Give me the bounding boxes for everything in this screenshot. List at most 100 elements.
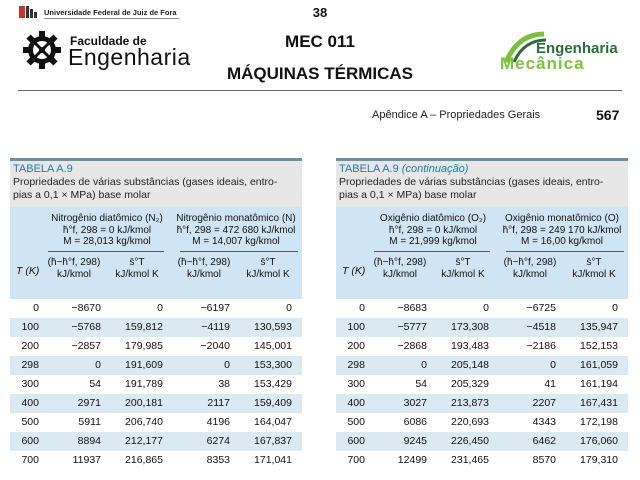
table-cell: 179,985 xyxy=(125,340,163,352)
table-row: 500 6086 220,693 4343 172,198 xyxy=(336,413,628,432)
table-cell: 161,194 xyxy=(580,378,618,390)
table-cell: 298 xyxy=(21,359,39,371)
table-title: TABELA A.9 xyxy=(13,163,299,176)
table-body: 0 −8670 0 −6197 0 100 −5768 159,812 −4119 130,593… xyxy=(10,299,302,470)
table-cell: 12499 xyxy=(397,454,427,466)
table-cell: 300 xyxy=(347,378,365,390)
dept-line1: Engenharia xyxy=(536,40,618,57)
table-cell: 8570 xyxy=(532,454,556,466)
table-cell: 400 xyxy=(347,397,365,409)
table-cell: 205,148 xyxy=(451,359,489,371)
col-s-label: s̄°T xyxy=(129,257,145,268)
table-cell: 167,837 xyxy=(254,435,292,447)
table-cell: 0 xyxy=(483,302,489,314)
table-cell: 9245 xyxy=(403,435,427,447)
university-underline xyxy=(44,18,179,19)
table-cell: −6725 xyxy=(526,302,557,314)
table-header: Nitrogênio diatômico (N₂) h̄°f, 298 = 0 … xyxy=(10,207,302,299)
table-cell: 153,300 xyxy=(254,359,292,371)
table-cell: 159,812 xyxy=(125,321,163,333)
gas1-col-h: (h̄−h̄°f, 298) kJ/kmol xyxy=(44,257,104,280)
gas2-col-h: (h̄−h̄°f, 298) kJ/kmol xyxy=(500,257,560,280)
table-cell: −4119 xyxy=(201,321,230,333)
gas2-name: Oxigênio monatômico (O) xyxy=(505,213,619,224)
table-description-line2: pias a 0,1 × MPa) base molar xyxy=(13,189,151,201)
table-cell: −2857 xyxy=(71,340,102,352)
table-row: 300 54 205,329 41 161,194 xyxy=(336,375,628,394)
table-title-text: TABELA A.9 xyxy=(13,163,73,175)
table-row: 100 −5768 159,812 −4119 130,593 xyxy=(10,318,302,337)
dept-line2: Mecânica xyxy=(500,54,585,73)
table-cell: 0 xyxy=(612,302,618,314)
appendix-title: Apêndice A – Propriedades Gerais xyxy=(372,109,541,121)
table-cell: 0 xyxy=(224,359,230,371)
table-cell: 176,060 xyxy=(580,435,618,447)
table-body: 0 −8683 0 −6725 0 100 −5777 173,308 −4518 135,947… xyxy=(336,299,628,470)
table-row: 200 −2857 179,985 −2040 145,001 xyxy=(10,337,302,356)
gas1-underline xyxy=(48,251,164,252)
table-cell: 213,873 xyxy=(451,397,489,409)
col-s-label: s̄°T xyxy=(455,257,471,268)
table-cell: 191,609 xyxy=(125,359,163,371)
table-cell: 200 xyxy=(21,340,39,352)
table-cell: 135,947 xyxy=(580,321,618,333)
table-title-text: TABELA A.9 xyxy=(339,163,399,175)
table-cell: 100 xyxy=(347,321,365,333)
gas1-col-h: (h̄−h̄°f, 298) kJ/kmol xyxy=(370,257,430,280)
gas2-col-s: s̄°T kJ/kmol K xyxy=(562,257,626,280)
table-cell: −5777 xyxy=(397,321,428,333)
table-cell: 500 xyxy=(21,416,39,428)
table-cell: 167,431 xyxy=(580,397,618,409)
table-row: 298 0 191,609 0 153,300 xyxy=(10,356,302,375)
table-row: 200 −2868 193,483 −2186 152,153 xyxy=(336,337,628,356)
table-cell: 300 xyxy=(21,378,39,390)
table-cell: 38 xyxy=(218,378,230,390)
table-cell: 700 xyxy=(347,454,365,466)
col-h-unit: kJ/kmol xyxy=(57,268,91,280)
table-cell: −6197 xyxy=(200,302,231,314)
table-cell: 4343 xyxy=(532,416,556,428)
table-description-line1: Propriedades de várias substâncias (gase… xyxy=(339,176,604,188)
table-row: 400 3027 213,873 2207 167,431 xyxy=(336,394,628,413)
table-row: 0 −8670 0 −6197 0 xyxy=(10,299,302,318)
table-cell: 11937 xyxy=(72,454,101,466)
gas2-enthalpy: h̄°f, 298 = 249 170 kJ/kmol xyxy=(502,224,622,236)
engineering-logo-icon xyxy=(503,31,547,64)
table-top-bar xyxy=(336,158,628,161)
col-s-label: s̄°T xyxy=(260,257,276,268)
table-cell: 100 xyxy=(21,321,39,333)
table-row: 500 5911 206,740 4196 164,047 xyxy=(10,413,302,432)
table-left: TABELA A.9 Propriedades de várias substâ… xyxy=(10,158,302,470)
table-cell: −2868 xyxy=(397,340,428,352)
table-cell: 191,789 xyxy=(125,378,163,390)
table-cell: −4518 xyxy=(526,321,557,333)
faculty-line1: Faculdade de xyxy=(70,34,147,48)
table-cell: 298 xyxy=(347,359,365,371)
table-cell: 171,041 xyxy=(254,454,292,466)
table-cell: 0 xyxy=(95,359,101,371)
temperature-header: T (K) xyxy=(342,265,366,277)
table-cell: 152,153 xyxy=(580,340,618,352)
page-number: 38 xyxy=(312,5,328,20)
table-cell: 159,409 xyxy=(254,397,292,409)
table-cell: 500 xyxy=(347,416,365,428)
table-cell: 205,329 xyxy=(451,378,489,390)
table-cell: −5768 xyxy=(71,321,102,333)
gear-icon xyxy=(23,31,61,69)
gas1-header: Nitrogênio diatômico (N₂) h̄°f, 298 = 0 … xyxy=(44,213,170,248)
table-cell: 0 xyxy=(33,302,39,314)
table-cell: 226,450 xyxy=(451,435,489,447)
subject-title: MÁQUINAS TÉRMICAS xyxy=(226,64,414,83)
table-cell: 700 xyxy=(21,454,39,466)
table-cell: 216,865 xyxy=(125,454,163,466)
gas2-molar-mass: M = 16,00 kg/kmol xyxy=(521,236,603,247)
gas1-molar-mass: M = 21,999 kg/kmol xyxy=(389,236,477,247)
table-header: Oxigênio diatômico (O₂) h̄°f, 298 = 0 kJ… xyxy=(336,207,628,299)
table-description-line2: pias a 0,1 × MPa) base molar xyxy=(339,189,477,201)
col-s-unit: kJ/kmol K xyxy=(246,268,290,280)
col-h-label: (h̄−h̄°f, 298) xyxy=(503,257,557,268)
table-cell: 220,693 xyxy=(451,416,489,428)
table-cell: 600 xyxy=(21,435,39,447)
faculty-line2: Engenharia xyxy=(68,44,191,70)
table-cell: 0 xyxy=(286,302,292,314)
